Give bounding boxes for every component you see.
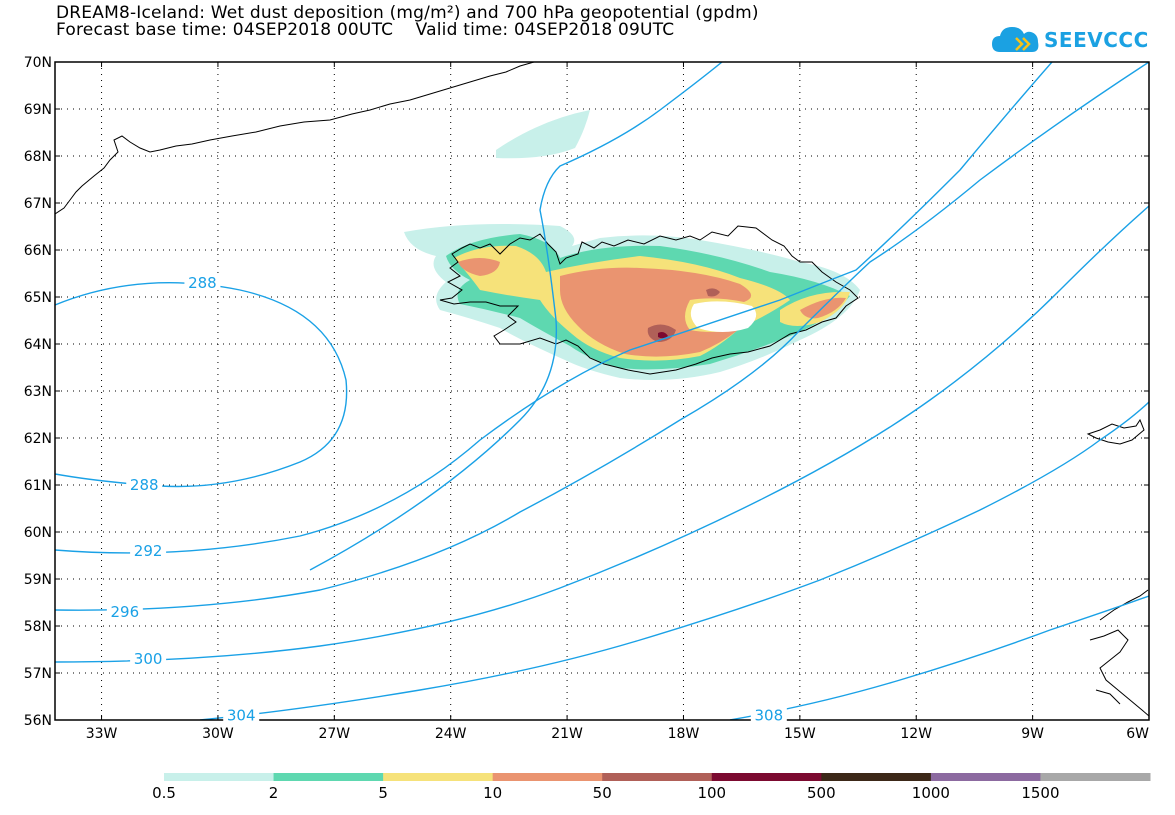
lat-label: 57N (24, 666, 52, 682)
legend-swatch (602, 773, 713, 781)
lat-label: 67N (24, 196, 52, 212)
dust-area-100 (658, 332, 668, 339)
dust-area-0.5-north (496, 110, 590, 159)
contour-label-bg (184, 273, 221, 290)
color-legend: 0.5 2 5 10 50 100 500 1000 1500 (152, 773, 1151, 802)
cloud-icon (992, 27, 1039, 52)
lat-label: 58N (24, 619, 52, 635)
contour-label-bg (130, 541, 167, 558)
legend-swatch (164, 773, 275, 781)
legend-label: 5 (378, 784, 388, 802)
lat-label: 64N (24, 337, 52, 353)
contour-label-bg (126, 476, 163, 492)
dust-area-10 (560, 267, 752, 357)
contour-label: 288 (188, 274, 217, 292)
lat-label: 68N (24, 149, 52, 165)
lon-label: 6W (1126, 726, 1149, 742)
dust-deposition-field (404, 110, 860, 380)
dust-free-area (690, 301, 757, 332)
legend-label: 1500 (1021, 784, 1059, 802)
legend-swatch (1040, 773, 1151, 781)
iceland-coastline (439, 225, 859, 375)
legend-label: 10 (483, 784, 502, 802)
lon-label: 9W (1021, 726, 1044, 742)
legend-swatch (930, 773, 1041, 781)
legend-swatch (821, 773, 932, 781)
contour-296 (55, 62, 1149, 611)
contour-292 (55, 62, 1053, 554)
graticule (55, 62, 1149, 720)
contour-label: 288 (130, 476, 159, 494)
lon-label: 21W (551, 726, 583, 742)
seevccc-logo: SEEVCCC (990, 22, 1150, 58)
legend-swatch (711, 773, 822, 781)
legend-label: 100 (697, 784, 726, 802)
lon-label: 24W (435, 726, 467, 742)
contour-label: 292 (134, 542, 163, 560)
legend-swatch (492, 773, 603, 781)
lat-label: 69N (24, 102, 52, 118)
legend-label: 2 (269, 784, 279, 802)
contour-labels: 288 288 292 296 300 304 308 (106, 273, 787, 724)
map-title-line1: DREAM8-Iceland: Wet dust deposition (mg/… (56, 3, 759, 23)
lon-label: 33W (86, 726, 118, 742)
axis-ticks (55, 61, 1150, 721)
lat-label: 61N (24, 478, 52, 494)
contour-label-bg (750, 706, 787, 723)
lon-label: 15W (784, 726, 816, 742)
contour-label: 308 (754, 706, 783, 724)
contour-label: 304 (227, 706, 256, 724)
coastlines (55, 62, 1149, 717)
legend-label: 1000 (912, 784, 950, 802)
lon-label: 30W (202, 726, 234, 742)
lon-label: 18W (668, 726, 700, 742)
dust-area-10-west (458, 258, 500, 276)
contour-308 (729, 595, 1149, 720)
legend-swatch (273, 773, 384, 781)
greenland-coastline (55, 62, 535, 215)
contour-label-bg (223, 706, 260, 723)
faroe-coastline (1086, 418, 1145, 445)
contour-288-open (309, 62, 723, 571)
lat-label: 66N (24, 243, 52, 259)
legend-swatch (383, 773, 494, 781)
contour-288-closed (55, 282, 348, 488)
contour-304 (199, 401, 1149, 720)
legend-label: 50 (593, 784, 612, 802)
legend-label: 0.5 (152, 784, 176, 802)
lat-label: 56N (24, 713, 52, 729)
legend-label: 500 (807, 784, 836, 802)
lat-label: 63N (24, 384, 52, 400)
lat-label: 59N (24, 572, 52, 588)
map-title-line2: Forecast base time: 04SEP2018 00UTC Vali… (56, 20, 675, 40)
dust-area-50-b (706, 288, 720, 297)
axis-labels: 70N 69N 68N 67N 66N 65N 64N 63N 62N 61N 60N 59N 58N 5… (24, 55, 1149, 742)
contour-label-bg (130, 649, 167, 666)
lon-label: 12W (900, 726, 932, 742)
contour-label: 296 (111, 603, 140, 621)
lat-label: 62N (24, 431, 52, 447)
lat-label: 65N (24, 290, 52, 306)
scotland-coastline (1089, 589, 1149, 717)
contour-label-bg (106, 602, 143, 619)
lat-label: 70N (24, 55, 52, 71)
contour-label: 300 (134, 650, 163, 668)
logo-text: SEEVCCC (1044, 28, 1149, 52)
lat-label: 60N (24, 525, 52, 541)
lon-label: 27W (318, 726, 350, 742)
contour-300 (55, 205, 1149, 663)
